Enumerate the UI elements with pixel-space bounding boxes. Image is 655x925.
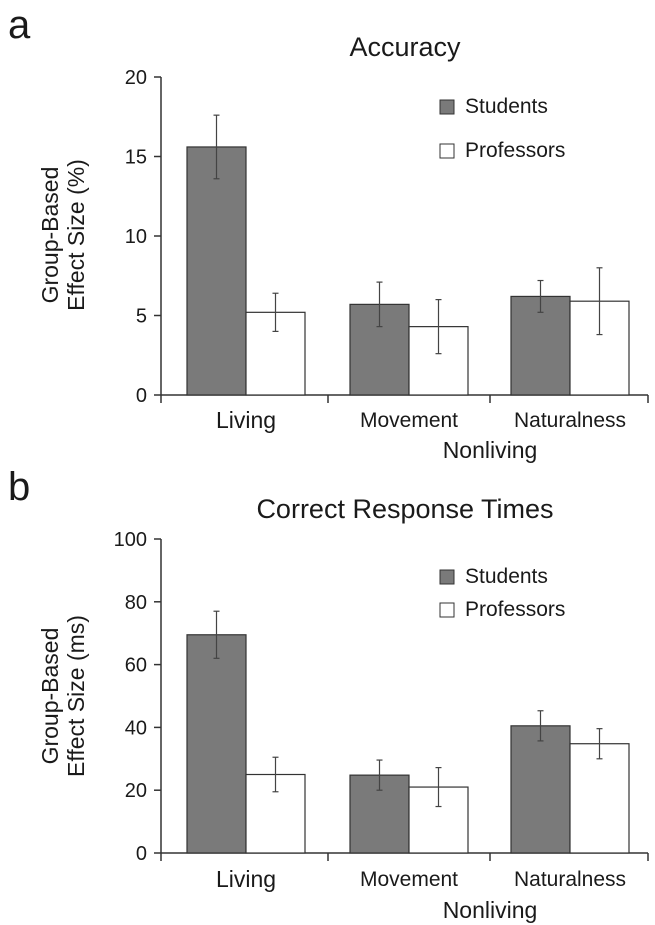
y-axis-label: Group-Based Effect Size (%) xyxy=(37,159,89,311)
y-tick-label: 5 xyxy=(136,306,147,328)
plot-area: 0 20 40 60 80 100 xyxy=(114,529,649,865)
category-label-naturalness: Naturalness xyxy=(514,409,626,432)
legend-label-students: Students xyxy=(465,95,548,118)
legend-label-professors: Professors xyxy=(465,139,565,162)
y-axis-label-line-1: Group-Based xyxy=(37,628,63,765)
y-tick-label: 10 xyxy=(125,226,147,248)
y-tick-label: 80 xyxy=(125,592,147,614)
bar-students-living xyxy=(186,634,247,854)
plot-area: 0 5 10 15 20 xyxy=(125,67,649,407)
y-axis-label: Group-Based Effect Size (ms) xyxy=(37,615,89,777)
bar-professors-naturalness xyxy=(569,743,630,854)
y-tick-label: 0 xyxy=(136,385,147,407)
y-tick-label: 60 xyxy=(125,655,147,677)
panel-b-response-times: b Correct Response Times Group-Based Eff… xyxy=(8,465,649,923)
panel-letter: a xyxy=(8,3,31,47)
category-label-movement: Movement xyxy=(360,868,458,891)
y-tick-label: 20 xyxy=(125,67,147,89)
panel-letter: b xyxy=(8,465,30,509)
y-tick-label: 40 xyxy=(125,717,147,739)
category-label-naturalness: Naturalness xyxy=(514,868,626,891)
legend-swatch-professors xyxy=(439,602,455,618)
y-tick-label: 0 xyxy=(136,843,147,865)
y-tick-label: 20 xyxy=(125,780,147,802)
legend-label-professors: Professors xyxy=(465,598,565,621)
legend-swatch-professors xyxy=(439,143,455,159)
bar-students-naturalness xyxy=(510,725,571,854)
group-label-nonliving: Nonliving xyxy=(443,437,538,463)
category-label-living: Living xyxy=(216,866,276,892)
y-axis-label-line-1: Group-Based xyxy=(37,167,63,304)
y-tick-label: 100 xyxy=(114,529,147,551)
y-tick-label: 15 xyxy=(125,147,147,169)
bar-students-living xyxy=(186,146,247,396)
legend: Students Professors xyxy=(439,565,565,621)
group-label-nonliving: Nonliving xyxy=(443,897,538,923)
legend-swatch-students xyxy=(439,569,455,585)
category-label-movement: Movement xyxy=(360,409,458,432)
y-axis-label-line-2: Effect Size (ms) xyxy=(63,615,89,777)
legend: Students Professors xyxy=(439,95,565,162)
y-axis-label-line-2: Effect Size (%) xyxy=(63,159,89,311)
chart-title: Correct Response Times xyxy=(256,494,553,524)
panel-a-accuracy: a Accuracy Group-Based Effect Size (%) 0… xyxy=(8,3,649,463)
chart-title: Accuracy xyxy=(349,32,461,62)
category-label-living: Living xyxy=(216,407,276,433)
legend-swatch-students xyxy=(439,99,455,115)
legend-label-students: Students xyxy=(465,565,548,588)
